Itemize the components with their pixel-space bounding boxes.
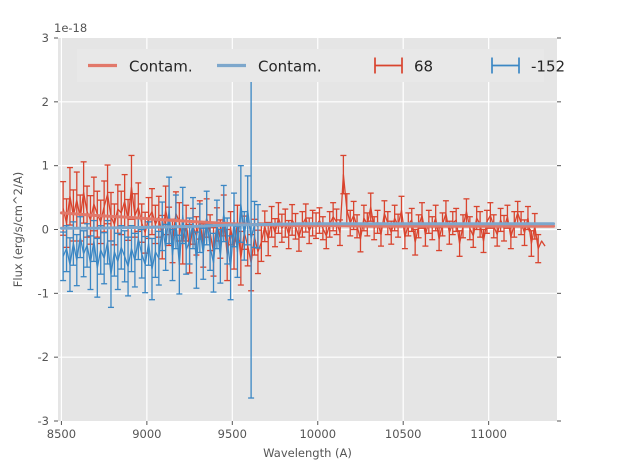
- legend-item-0[interactable]: Contam.: [88, 58, 193, 76]
- legend-label-0: Contam.: [129, 58, 193, 76]
- ytick-label-6: 3: [42, 31, 49, 45]
- ytick-label-5: 2: [42, 95, 49, 109]
- contamination-line-7DA7CC: [59, 222, 556, 230]
- y-axis-title: Flux (erg/s/cm^2/A): [11, 172, 25, 287]
- legend-item-3[interactable]: -152: [491, 57, 565, 76]
- legend-item-1[interactable]: Contam.: [217, 58, 322, 76]
- ytick-label-3: 0: [42, 223, 49, 237]
- xtick-label-1: 9000: [132, 427, 161, 441]
- xtick-label-5: 11000: [470, 427, 507, 441]
- series-line--152: [62, 203, 259, 275]
- legend-background: [77, 49, 544, 82]
- xtick-label-2: 9500: [218, 427, 247, 441]
- legend-label-2: 68: [414, 58, 433, 76]
- ytick-label-0: -3: [38, 414, 49, 428]
- xtick-label-3: 10000: [299, 427, 336, 441]
- ytick-label-1: -2: [38, 350, 49, 364]
- xtick-label-4: 10500: [385, 427, 422, 441]
- legend-item-2[interactable]: 68: [374, 57, 433, 76]
- ytick-label-4: 1: [42, 159, 49, 173]
- legend-label-3: -152: [531, 58, 565, 76]
- axis-ticks: 8500 9000 9500 10000 10500 11000 -3 -2 -1 0 1 2 3: [38, 31, 561, 441]
- x-axis-title: Wavelength (A): [263, 446, 352, 460]
- xtick-label-0: 8500: [47, 427, 76, 441]
- data-layer: [59, 78, 556, 399]
- ytick-label-2: -1: [38, 286, 49, 300]
- contamination-line-E2786A: [59, 211, 556, 228]
- legend-label-1: Contam.: [258, 58, 322, 76]
- legend: Contam. Contam. 68 -152: [77, 49, 565, 82]
- y-axis-offset-text: 1e-18: [54, 21, 87, 35]
